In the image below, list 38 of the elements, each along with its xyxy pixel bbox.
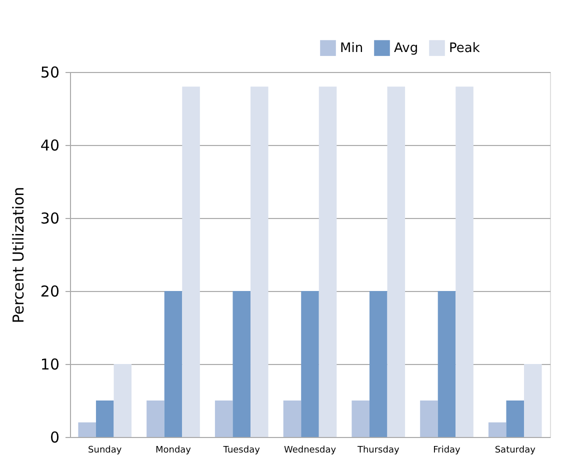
bar (524, 364, 542, 437)
legend-label: Peak (449, 41, 480, 56)
bar (369, 291, 388, 437)
bar (214, 400, 233, 437)
y-tick-label: 0 (50, 428, 60, 446)
legend-label: Avg (394, 41, 418, 56)
x-tick-label: Monday (155, 446, 192, 456)
x-tick-label: Tuesday (222, 446, 261, 456)
x-tick-label: Friday (433, 446, 462, 456)
y-axis-title: Percent Utilization (9, 186, 28, 324)
bar (387, 86, 406, 437)
x-tick-label: Saturday (494, 446, 536, 456)
x-tick-label: Wednesday (284, 446, 337, 456)
y-tick-label: 50 (40, 64, 60, 82)
bar (78, 422, 96, 437)
bar (506, 400, 524, 437)
y-tick-label: 10 (40, 356, 60, 374)
bar (232, 291, 251, 437)
x-tick-label: Sunday (88, 446, 122, 456)
bar (488, 422, 506, 437)
bar (250, 86, 268, 437)
bar (283, 400, 302, 437)
y-tick-label: 40 (40, 136, 60, 154)
y-tick-label: 30 (40, 210, 60, 228)
bar (301, 291, 319, 437)
bar (420, 400, 438, 437)
x-tick-label: Thursday (356, 446, 400, 456)
bar (146, 400, 164, 437)
bar (318, 86, 337, 437)
bar (114, 364, 132, 437)
bar (438, 291, 456, 437)
bar (182, 86, 200, 437)
bar (96, 400, 114, 437)
y-tick-label: 20 (40, 282, 60, 300)
bar (164, 291, 182, 437)
bar (352, 400, 370, 437)
legend-label: Min (340, 41, 364, 56)
bar (456, 86, 474, 437)
